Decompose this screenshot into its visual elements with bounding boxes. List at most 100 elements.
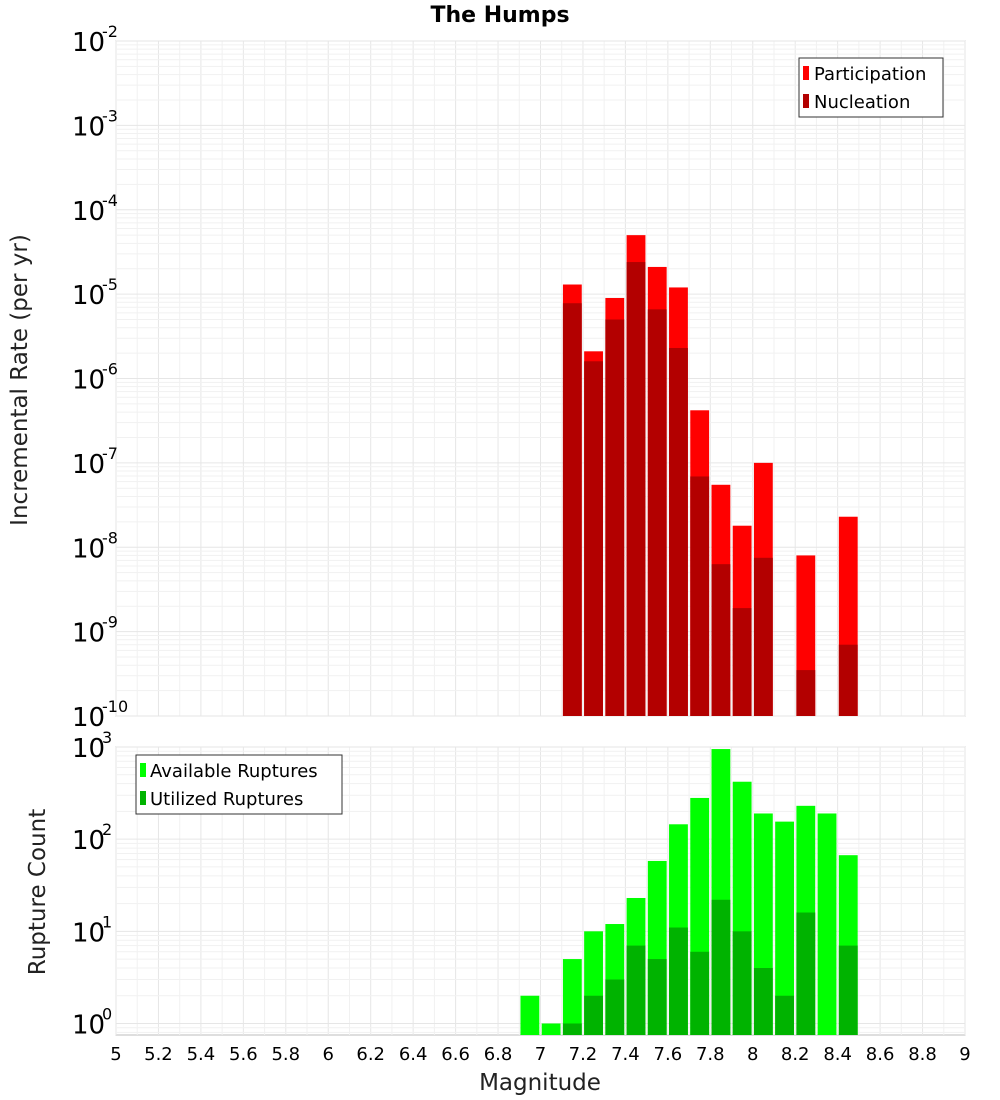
top-y-tick-base: 10	[72, 112, 105, 142]
x-tick-label: 8.8	[908, 1044, 937, 1065]
x-tick-label: 7.4	[611, 1044, 640, 1065]
top-y-tick-exponent: -9	[102, 613, 118, 632]
top-y-tick-exponent: -7	[102, 444, 118, 463]
x-tick-label: 9	[959, 1044, 970, 1065]
top-y-tick-base: 10	[72, 619, 105, 649]
legend-swatch-nucleation	[803, 94, 809, 108]
x-tick-label: 5	[110, 1044, 121, 1065]
utilized-ruptures-bar	[605, 979, 625, 1035]
top-y-tick-base: 10	[72, 703, 105, 733]
bottom-y-tick-exponent: 3	[102, 728, 112, 747]
x-tick-label: 7	[535, 1044, 546, 1065]
bottom-y-tick-exponent: 2	[102, 820, 112, 839]
nucleation-bar	[796, 670, 816, 716]
top-y-tick: 10-6	[72, 360, 118, 396]
top-y-tick-exponent: -3	[102, 106, 118, 125]
top-y-tick: 10-3	[72, 106, 118, 142]
legend-label-utilized: Utilized Ruptures	[150, 789, 303, 810]
x-tick-label: 6.2	[356, 1044, 385, 1065]
x-tick-label: 5.4	[187, 1044, 216, 1065]
top-y-tick-base: 10	[72, 28, 105, 58]
utilized-ruptures-bar	[775, 995, 794, 1035]
x-tick-label: 6	[323, 1044, 334, 1065]
legend-box	[798, 57, 944, 118]
top-y-tick-base: 10	[72, 450, 105, 480]
utilized-ruptures-bar	[626, 945, 646, 1035]
bottom-y-axis-label: Rupture Count	[25, 809, 51, 975]
bottom-y-tick-exponent: 0	[102, 1004, 112, 1023]
top-y-tick-exponent: -10	[102, 697, 128, 716]
x-tick-label: 8	[747, 1044, 758, 1065]
top-y-axis-label: Incremental Rate (per yr)	[7, 234, 33, 526]
x-tick-label: 7.8	[696, 1044, 725, 1065]
utilized-ruptures-bar	[796, 912, 816, 1035]
utilized-ruptures-bar	[647, 959, 667, 1035]
bottom-y-tick: 103	[72, 728, 112, 764]
x-tick-labels: 5 5.2 5.4 5.6 5.8 6 6.2 6.4 6.6 6.8 7 7.2 7.4 7.6 7.8 8…	[110, 1044, 970, 1065]
nucleation-bar	[669, 347, 688, 716]
bottom-y-tick-base: 10	[72, 826, 105, 856]
x-axis-label: Magnitude	[479, 1070, 601, 1096]
x-tick-label: 5.8	[271, 1044, 300, 1065]
nucleation-bar	[562, 303, 582, 716]
top-y-tick: 10-9	[72, 613, 118, 649]
top-y-tick-exponent: -8	[102, 528, 118, 547]
legend-swatch-utilized	[140, 791, 146, 805]
legend-label-participation: Participation	[814, 64, 926, 85]
nucleation-bar	[626, 262, 646, 716]
legend-label-available: Available Ruptures	[150, 761, 318, 782]
x-tick-label: 7.6	[654, 1044, 683, 1065]
nucleation-bar	[711, 564, 731, 716]
bottom-y-tick: 102	[72, 820, 112, 856]
bottom-y-tick: 100	[72, 1004, 112, 1040]
utilized-ruptures-bar	[584, 995, 603, 1035]
utilized-ruptures-bar	[732, 931, 752, 1035]
bottom-y-tick: 101	[72, 912, 112, 948]
top-y-tick: 10-7	[72, 444, 118, 480]
utilized-ruptures-bar	[562, 1023, 582, 1035]
utilized-ruptures-bar	[690, 951, 710, 1035]
available-ruptures-bar	[541, 1023, 561, 1035]
nucleation-bar	[732, 608, 752, 716]
top-y-tick-exponent: -6	[102, 360, 118, 379]
x-tick-label: 6.4	[399, 1044, 428, 1065]
legend-box	[135, 754, 343, 815]
top-bars	[562, 235, 858, 716]
top-y-tick-exponent: -5	[102, 275, 118, 294]
available-ruptures-bar	[817, 813, 837, 1035]
bottom-legend: Available Ruptures Utilized Ruptures	[135, 754, 343, 815]
top-y-tick-exponent: -4	[102, 191, 118, 210]
x-tick-label: 8.4	[823, 1044, 852, 1065]
bottom-y-tick-base: 10	[72, 918, 105, 948]
available-ruptures-bar	[775, 821, 794, 1035]
nucleation-bar	[690, 476, 710, 716]
x-tick-label: 6.6	[441, 1044, 470, 1065]
top-y-tick-base: 10	[72, 534, 105, 564]
nucleation-bar	[753, 557, 773, 716]
legend-swatch-available	[140, 763, 146, 777]
top-y-tick: 10-4	[72, 191, 118, 227]
x-tick-label: 8.2	[781, 1044, 810, 1065]
top-y-tick: 10-2	[72, 22, 118, 58]
top-y-tick: 10-5	[72, 275, 118, 311]
x-tick-label: 5.6	[229, 1044, 258, 1065]
bottom-y-tick-base: 10	[72, 734, 105, 764]
x-tick-label: 6.8	[484, 1044, 513, 1065]
chart-title: The Humps	[430, 3, 569, 28]
utilized-ruptures-bar	[753, 967, 773, 1035]
bottom-y-tick-exponent: 1	[102, 912, 112, 931]
nucleation-bar	[605, 319, 625, 716]
nucleation-bar	[838, 644, 858, 716]
utilized-ruptures-bar	[711, 899, 731, 1035]
bottom-grid	[115, 746, 966, 1035]
x-tick-label: 5.2	[144, 1044, 173, 1065]
top-grid	[115, 40, 966, 717]
top-y-tick-exponent: -2	[102, 22, 118, 41]
top-y-tick: 10-10	[72, 697, 128, 733]
nucleation-bar	[647, 309, 667, 716]
utilized-ruptures-bar	[838, 945, 858, 1035]
